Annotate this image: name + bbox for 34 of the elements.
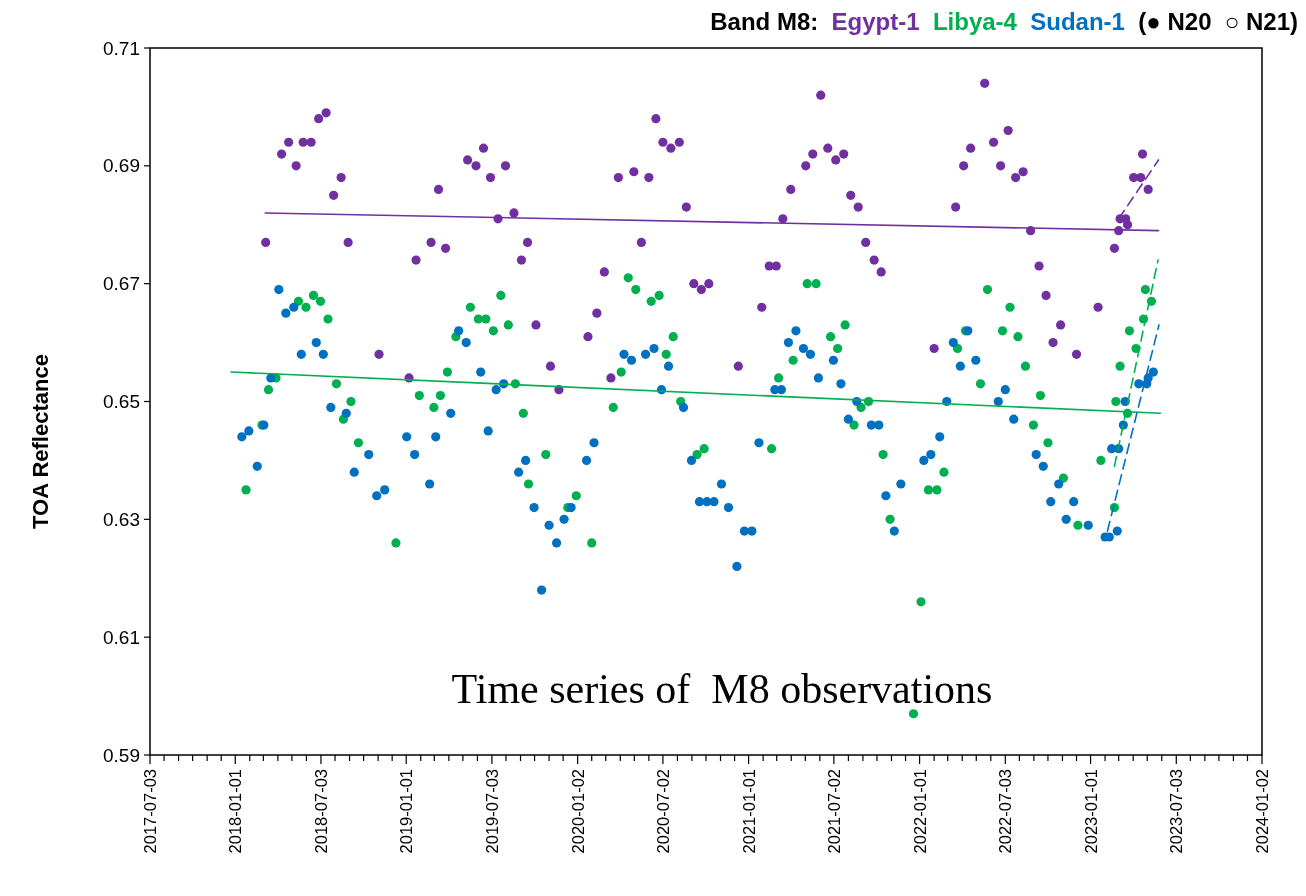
point — [1121, 214, 1131, 224]
x-tick-label: 2023-01-01 — [1081, 769, 1100, 854]
legend-title: Band M8: — [710, 8, 832, 35]
x-tick-label: 2018-07-03 — [311, 769, 330, 854]
x-tick-label: 2022-07-03 — [996, 769, 1015, 854]
y-tick-label: 0.63 — [103, 508, 140, 530]
x-tick-label: 2021-01-01 — [739, 769, 758, 854]
y-tick-label: 0.67 — [103, 273, 140, 295]
y-tick-label: 0.69 — [103, 155, 140, 177]
point — [1112, 526, 1122, 536]
y-tick-label: 0.59 — [103, 744, 140, 766]
x-tick-label: 2022-01-01 — [910, 769, 929, 854]
x-tick-label: 2023-07-03 — [1167, 769, 1186, 854]
text: (● N20 ○ N21) — [1138, 8, 1298, 35]
point — [1148, 367, 1158, 377]
x-tick-label: 2020-01-02 — [568, 769, 587, 854]
point — [1136, 173, 1146, 183]
text: Sudan-1 — [1030, 8, 1139, 35]
text: Libya-4 — [932, 8, 1031, 35]
x-tick-label: 2018-01-01 — [226, 769, 245, 854]
x-tick-label: 2017-07-03 — [141, 769, 159, 854]
point — [1115, 361, 1125, 371]
annotation: Time series of M8 observations — [451, 666, 993, 712]
text: Egypt-1 — [831, 8, 933, 35]
x-tick-label: 2019-01-01 — [397, 769, 416, 854]
x-tick-label: 2020-07-02 — [653, 769, 672, 854]
x-tick-label: 2019-07-03 — [482, 769, 501, 854]
x-tick-label: 2021-07-02 — [824, 769, 843, 854]
y-tick-label: 0.61 — [103, 626, 140, 648]
y-tick-label: 0.65 — [103, 391, 140, 412]
point — [1143, 184, 1153, 194]
x-tick-label: 2024-01-02 — [1253, 769, 1271, 854]
y-axis-title: TOA Reflectance — [27, 354, 53, 529]
y-tick-label: 0.71 — [103, 37, 140, 59]
